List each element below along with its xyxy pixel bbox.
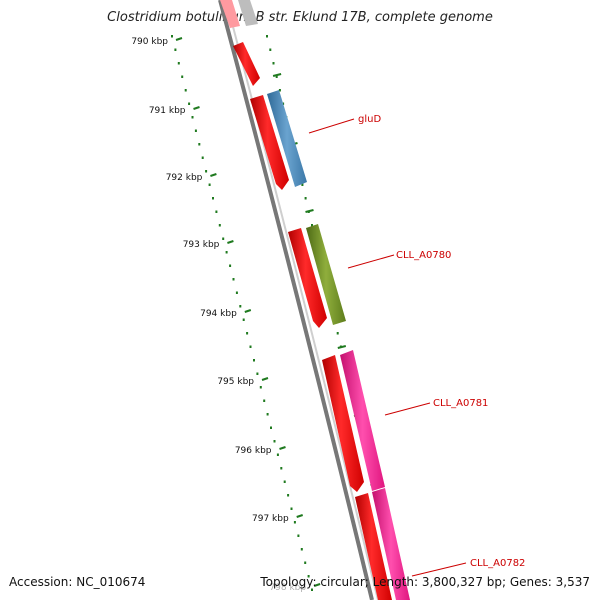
minor-tick <box>263 399 266 402</box>
minor-tick <box>269 48 272 51</box>
cds-feature <box>220 0 240 28</box>
cds-feature <box>233 42 260 86</box>
cds-feature <box>355 493 392 600</box>
minor-tick <box>311 224 313 227</box>
minor-tick <box>194 129 197 132</box>
major-tick <box>313 583 321 587</box>
major-tick <box>272 73 282 77</box>
gene-label: CLL_A0781 <box>433 398 488 409</box>
tick-label: 790 kbp <box>131 37 168 47</box>
minor-tick <box>212 197 214 200</box>
minor-tick <box>235 291 238 294</box>
minor-tick <box>253 359 255 362</box>
tick-label: 793 kbp <box>183 240 220 250</box>
minor-tick <box>266 413 269 416</box>
tick-label: 798 kbp <box>269 583 306 593</box>
minor-tick <box>225 251 228 254</box>
minor-tick <box>188 102 191 105</box>
major-tick <box>261 377 269 381</box>
minor-tick <box>336 332 339 335</box>
major-tick <box>337 345 347 349</box>
minor-tick <box>198 143 201 146</box>
major-tick <box>193 106 200 110</box>
tick-label: 796 kbp <box>235 446 272 456</box>
minor-tick <box>177 62 180 65</box>
minor-tick <box>174 48 177 51</box>
cds-feature <box>288 228 327 328</box>
minor-tick <box>232 278 235 281</box>
accession-text: Accession: NC_010674 <box>9 575 146 589</box>
genome-backbone-highlight <box>225 0 379 600</box>
tick-label: 795 kbp <box>217 377 254 387</box>
genome-backbone <box>218 0 374 600</box>
minor-tick <box>246 332 249 335</box>
minor-tick <box>290 507 293 510</box>
minor-tick <box>239 305 242 308</box>
major-tick <box>227 240 234 244</box>
major-tick <box>279 446 286 450</box>
minor-tick <box>205 170 208 173</box>
gene-feature <box>238 0 258 26</box>
minor-tick <box>311 588 313 591</box>
minor-tick <box>304 197 307 200</box>
cds-feature <box>322 355 364 492</box>
gene-feature-CLL_A0781 <box>340 350 385 491</box>
gene-feature-CLL_A0780 <box>306 224 346 325</box>
minor-tick <box>273 440 276 443</box>
minor-tick <box>242 318 245 321</box>
minor-tick <box>275 75 278 78</box>
minor-tick <box>270 426 272 429</box>
map-title: Clostridium botulinum B str. Eklund 17B,… <box>107 10 493 25</box>
minor-tick <box>184 89 187 92</box>
minor-tick <box>215 210 218 213</box>
minor-tick <box>307 575 310 578</box>
minor-tick <box>229 264 232 267</box>
minor-tick <box>283 480 286 483</box>
minor-tick <box>191 116 194 119</box>
tick-label: 797 kbp <box>252 514 289 524</box>
minor-tick <box>278 89 281 92</box>
minor-tick <box>276 453 279 456</box>
minor-tick <box>280 467 283 470</box>
minor-tick <box>301 183 304 186</box>
cds-feature <box>250 95 289 190</box>
topology-text: Topology: circular; Length: 3,800,327 bp… <box>260 575 590 589</box>
minor-tick <box>181 75 184 78</box>
minor-tick <box>208 183 211 186</box>
minor-tick <box>293 521 296 524</box>
tick-label: 792 kbp <box>166 173 203 183</box>
minor-tick <box>304 561 307 564</box>
minor-tick <box>201 156 204 159</box>
tick-label: 794 kbp <box>200 309 237 319</box>
minor-tick <box>266 35 268 38</box>
major-tick <box>210 173 217 177</box>
major-tick <box>175 37 183 41</box>
gene-label: CLL_A0782 <box>470 558 525 569</box>
minor-tick <box>259 386 262 389</box>
gene-label: CLL_A0780 <box>396 250 451 261</box>
major-tick <box>244 309 252 313</box>
minor-tick <box>249 345 252 348</box>
major-tick <box>305 209 314 213</box>
gene-feature-CLL_A0782 <box>372 488 410 600</box>
minor-tick <box>256 372 259 375</box>
minor-tick <box>297 534 300 537</box>
minor-tick <box>272 62 275 65</box>
gene-feature-gluD <box>267 90 307 187</box>
label-leaders <box>308 118 467 577</box>
minor-tick <box>171 35 173 38</box>
minor-tick <box>300 548 303 551</box>
minor-tick <box>222 237 225 240</box>
major-tick <box>296 514 304 518</box>
minor-tick <box>218 224 221 227</box>
tick-label: 791 kbp <box>149 106 186 116</box>
gene-label: gluD <box>358 114 381 125</box>
feature-track <box>220 0 410 600</box>
minor-tick <box>287 494 290 497</box>
